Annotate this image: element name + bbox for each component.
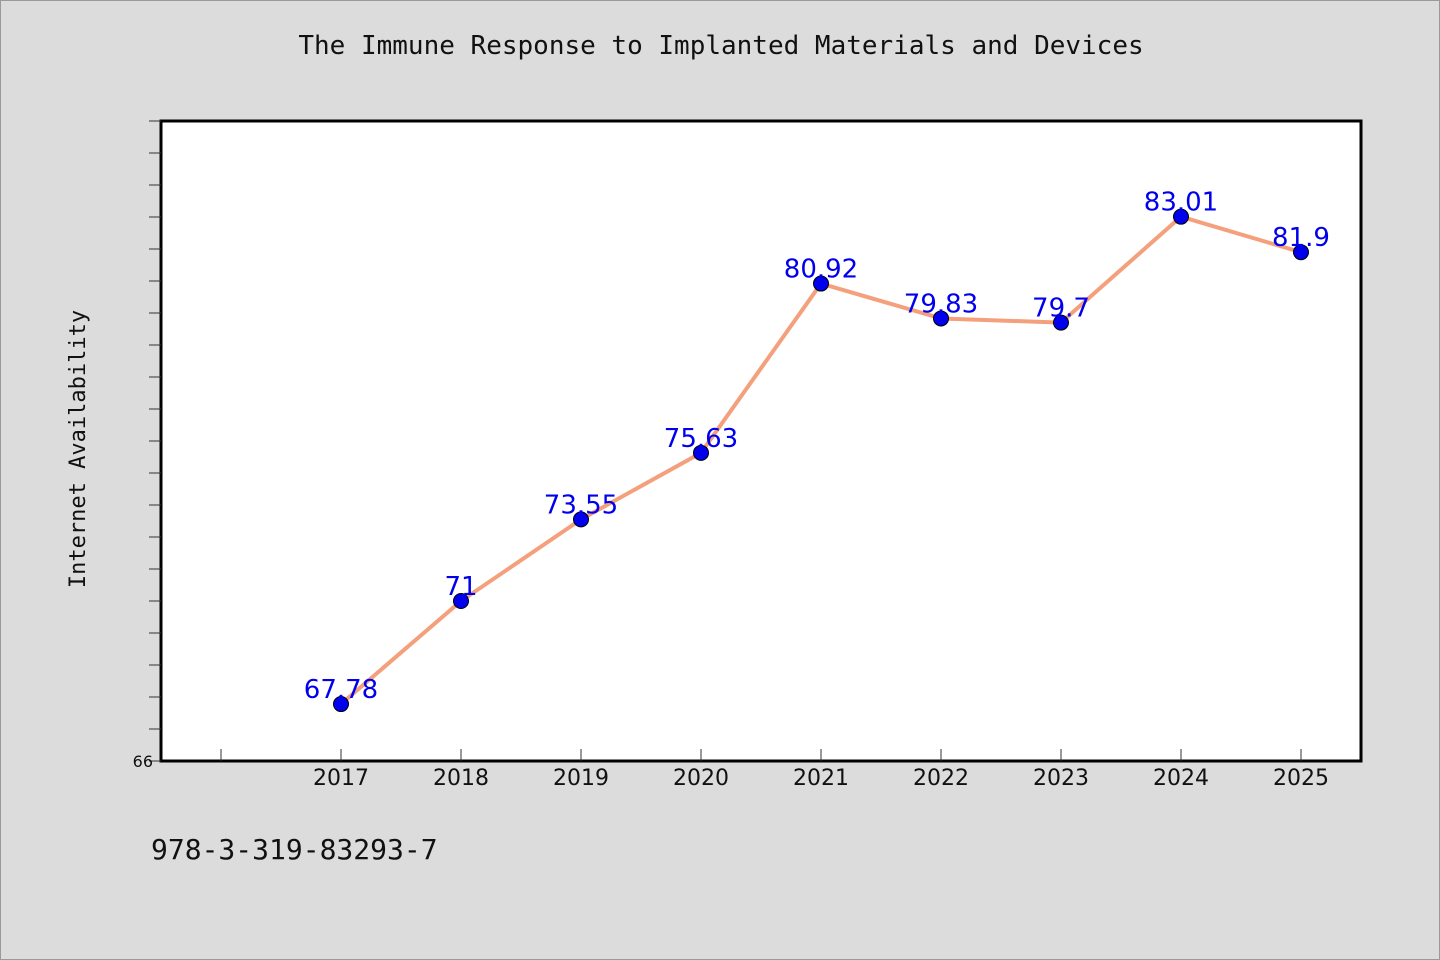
x-tick-label: 2020 [673, 766, 729, 791]
data-label: 67.78 [304, 675, 378, 705]
x-tick-label: 2017 [313, 766, 369, 791]
data-label: 79.7 [1032, 294, 1090, 324]
y-axis-ticks: 66 [133, 120, 161, 771]
series-group: 67.78 71 73.55 75.63 80.92 79.83 79.7 83.01 81.9 [304, 188, 1330, 713]
data-label: 81.9 [1272, 223, 1330, 253]
data-point [933, 310, 949, 327]
data-point [1293, 244, 1309, 261]
x-tick-label: 2023 [1033, 766, 1089, 791]
data-label: 80.92 [784, 255, 858, 285]
chart-title: The Immune Response to Implanted Materia… [298, 31, 1144, 61]
x-tick-label: 2024 [1153, 766, 1209, 791]
data-point [453, 593, 469, 609]
data-point [693, 444, 709, 461]
data-label: 79.83 [904, 289, 978, 319]
x-tick-label: 2022 [913, 766, 969, 791]
x-tick-label: 2021 [793, 766, 849, 791]
data-label: 75.63 [664, 424, 738, 454]
data-point [1173, 208, 1189, 225]
data-point [333, 696, 349, 713]
data-point [813, 275, 829, 292]
data-point [573, 511, 589, 528]
y-tick-label: 66 [133, 752, 153, 771]
data-label: 71 [444, 572, 477, 602]
plot-area [159, 119, 1363, 763]
x-tick-label: 2019 [553, 766, 609, 791]
x-tick-label: 2025 [1273, 766, 1329, 791]
data-label: 73.55 [544, 490, 618, 520]
x-axis-ticks: 2017 2018 2019 2020 2021 2022 2023 2024 2025 [220, 749, 1329, 791]
data-point [1053, 314, 1069, 331]
isbn-caption: 978-3-319-83293-7 [151, 833, 438, 866]
y-axis-label: Internet Availability [66, 310, 91, 588]
data-label: 83.01 [1144, 188, 1218, 218]
x-tick-label: 2018 [433, 766, 489, 791]
